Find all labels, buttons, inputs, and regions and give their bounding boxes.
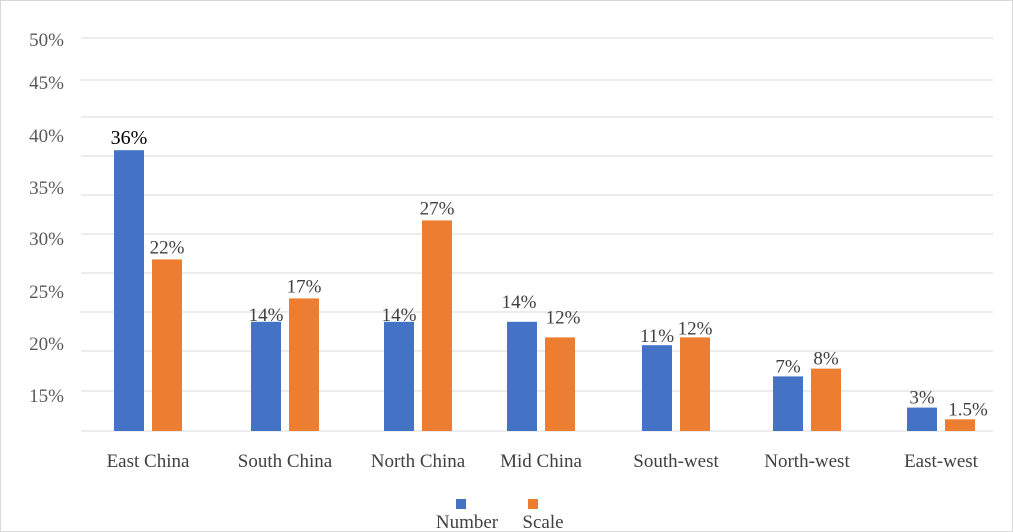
- legend-label: Scale: [522, 512, 563, 531]
- category-label: South-west: [633, 451, 719, 472]
- bar-scale: [945, 419, 975, 431]
- data-label: 1.5%: [948, 399, 988, 420]
- bar-number: [773, 376, 803, 431]
- bar-number: [384, 321, 414, 431]
- data-label: 14%: [249, 305, 284, 326]
- bar-number: [251, 321, 281, 431]
- data-label: 12%: [546, 307, 581, 328]
- bar-scale: [811, 368, 841, 431]
- legend: Number Scale: [436, 499, 564, 531]
- category-label: North China: [371, 451, 466, 472]
- y-tick-label: 15%: [29, 386, 64, 407]
- y-tick-label: 35%: [29, 178, 64, 199]
- data-label: 11%: [640, 326, 674, 347]
- y-tick-label: 25%: [29, 282, 64, 303]
- data-label: 7%: [775, 356, 801, 377]
- y-tick-label: 20%: [29, 334, 64, 355]
- data-label: 22%: [150, 237, 185, 258]
- data-label: 27%: [420, 198, 455, 219]
- category-labels: East China South China North China Mid Chin…: [107, 451, 979, 472]
- y-tick-label: 10%: [29, 437, 64, 458]
- data-label: 36%: [111, 127, 148, 149]
- y-axis-ticks: 50% 45% 40% 35% 30% 25% 20% 15% 10%: [29, 30, 64, 458]
- bar-scale: [545, 337, 575, 431]
- bars: [114, 150, 975, 431]
- data-label: 17%: [287, 276, 322, 297]
- y-tick-label: 30%: [29, 229, 64, 250]
- bar-number: [907, 407, 937, 431]
- bar-scale: [289, 298, 319, 431]
- data-label: 3%: [909, 388, 935, 409]
- category-label: North-west: [764, 451, 850, 472]
- data-label: 14%: [502, 292, 537, 313]
- y-tick-label: 40%: [29, 126, 64, 147]
- bar-number: [114, 150, 144, 431]
- bar-scale: [680, 337, 710, 431]
- legend-swatch: [456, 499, 466, 509]
- data-label: 14%: [382, 305, 417, 326]
- bar-number: [507, 321, 537, 431]
- bar-scale: [152, 259, 182, 431]
- data-label: 8%: [813, 349, 839, 370]
- category-label: East China: [107, 451, 190, 472]
- category-label: Mid China: [500, 451, 582, 472]
- y-tick-label: 50%: [29, 30, 64, 51]
- y-tick-label: 45%: [29, 73, 64, 94]
- category-label: East-west: [904, 451, 979, 472]
- category-label: South China: [238, 451, 333, 472]
- data-labels: 36%22%14%17%14%27%14%12%11% 12%7% 8%3%1.5%: [111, 127, 988, 420]
- legend-label: Number: [436, 512, 499, 531]
- bar-scale: [422, 220, 452, 431]
- legend-swatch: [528, 499, 538, 509]
- data-label: 12%: [678, 318, 713, 339]
- bar-number: [642, 345, 672, 431]
